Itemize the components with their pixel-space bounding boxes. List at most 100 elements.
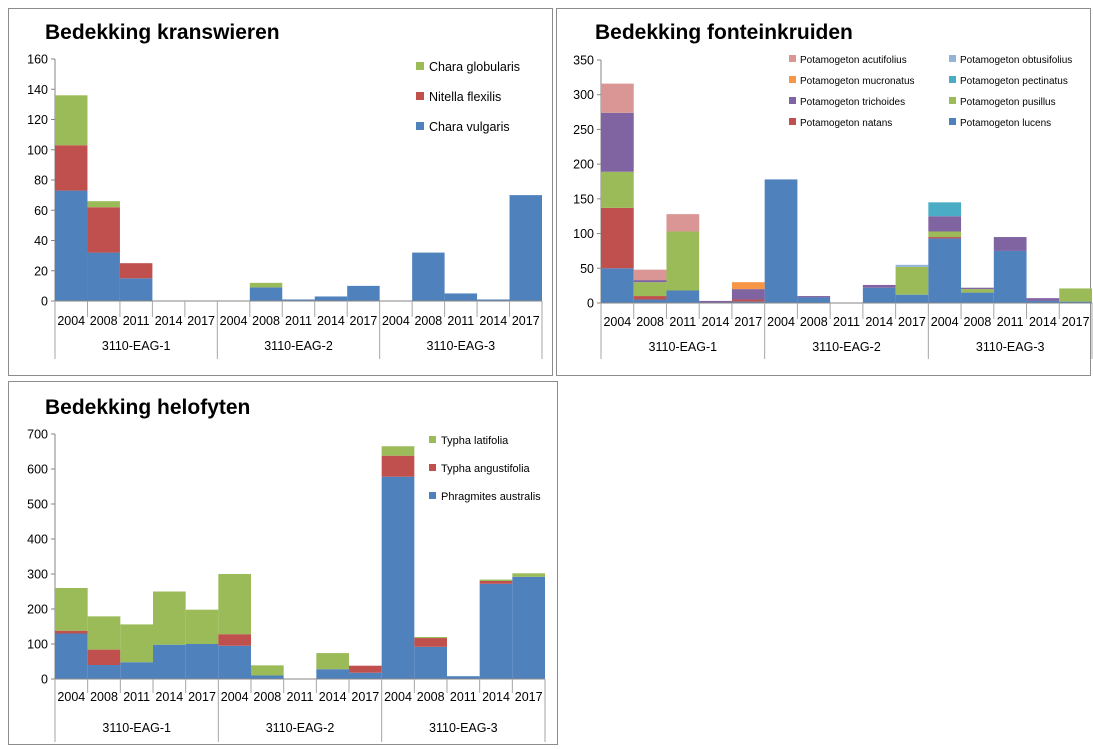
x-tick-label: 2008 — [964, 315, 992, 329]
bar-segment-potamogeton-lucens — [601, 268, 634, 303]
legend-swatch — [949, 118, 956, 125]
x-tick-label: 2011 — [123, 690, 150, 704]
legend-swatch — [949, 97, 956, 104]
x-tick-label: 2017 — [187, 314, 215, 328]
y-tick-label: 100 — [27, 638, 48, 652]
bar-segment-typha-latifolia — [218, 574, 251, 635]
chart-helofyten: 0 100 200 300 400 500 600 700 2004 2008 2011 2014 20… — [27, 428, 546, 742]
bar-segment-typha-latifolia — [55, 588, 88, 631]
bar-segment-potamogeton-lucens — [961, 292, 994, 303]
bar-segment-potamogeton-acutifolius — [666, 214, 700, 232]
bar-segment-potamogeton-trichoides — [862, 284, 896, 288]
bar-segment-typha-latifolia — [153, 591, 186, 645]
bar-segment-phragmites-australis — [55, 633, 88, 679]
x-tick-label: 2011 — [997, 315, 1024, 329]
chart-kranswieren: 0 20 40 60 80 100 120 140 160 2004 2008 2011 2014 201… — [27, 53, 543, 359]
y-tick-label: 200 — [27, 603, 48, 617]
bar-segment-potamogeton-acutifolius — [633, 269, 667, 281]
bar-segment-chara-globularis — [87, 201, 120, 208]
bar-segment-potamogeton-lucens — [764, 179, 798, 303]
x-tick-label: 2008 — [90, 690, 118, 704]
x-tick-label: 2004 — [57, 314, 85, 328]
bar-segment-phragmites-australis — [251, 675, 284, 679]
x-tick-label: 2004 — [220, 314, 248, 328]
group-label: 3110-EAG-2 — [266, 721, 335, 735]
y-tick-label: 500 — [27, 498, 48, 512]
x-tick-label: 2014 — [319, 690, 347, 704]
x-tick-label: 2011 — [450, 690, 477, 704]
bar-segment-phragmites-australis — [479, 583, 513, 679]
legend-label: Potamogeton natans — [800, 118, 892, 129]
bar-segment-chara-vulgaris — [347, 285, 380, 301]
group-label: 3110-EAG-1 — [102, 721, 171, 735]
y-tick-label: 0 — [587, 297, 594, 311]
bar-segment-chara-vulgaris — [412, 252, 445, 301]
y-tick-label: 150 — [573, 192, 594, 206]
legend-label: Potamogeton obtusifolius — [960, 55, 1072, 66]
bar-segment-typha-latifolia — [185, 609, 219, 644]
chart-panel-fonteinkruiden: Bedekking fonteinkruiden 0 50 100 150 200 250… — [556, 8, 1093, 376]
x-tick-label: 2011 — [285, 314, 312, 328]
legend-label: Chara vulgaris — [429, 120, 510, 134]
bar-segment-typha-latifolia — [414, 637, 447, 639]
group-label: 3110-EAG-3 — [429, 721, 498, 735]
bar-segment-chara-vulgaris — [55, 190, 88, 301]
y-tick-label: 80 — [34, 174, 48, 188]
bar-segment-potamogeton-pectinatus — [928, 202, 962, 217]
bar-segment-phragmites-australis — [381, 476, 415, 679]
legend-label: Potamogeton trichoides — [800, 97, 905, 108]
bar-segment-phragmites-australis — [87, 665, 121, 679]
x-tick-label: 2008 — [253, 690, 281, 704]
bar-segment-potamogeton-obtusifolius — [895, 264, 929, 267]
bar-segment-typha-angustifolia — [381, 455, 415, 477]
legend-swatch — [789, 118, 796, 125]
bar-segment-typha-latifolia — [316, 653, 349, 670]
x-tick-label: 2014 — [702, 315, 730, 329]
legend-label: Potamogeton acutifolius — [800, 55, 907, 66]
bar-segment-chara-vulgaris — [314, 296, 348, 301]
x-tick-label: 2004 — [384, 690, 412, 704]
x-tick-label: 2017 — [351, 690, 379, 704]
bar-segment-potamogeton-trichoides — [633, 280, 667, 283]
bar-segment-potamogeton-trichoides — [797, 296, 831, 298]
bar-segment-phragmites-australis — [349, 672, 382, 679]
legend-swatch — [429, 464, 436, 471]
bar-segment-potamogeton-lucens — [862, 287, 896, 303]
legend-swatch — [429, 492, 436, 499]
bar-segment-potamogeton-pusillus — [666, 231, 700, 291]
x-tick-label: 2014 — [482, 690, 510, 704]
legend-label: Typha latifolia — [441, 435, 509, 447]
bar-segment-potamogeton-pusillus — [895, 266, 929, 295]
legend-label: Phragmites australis — [441, 491, 541, 503]
bar-segment-typha-angustifolia — [218, 634, 251, 646]
x-tick-label: 2017 — [515, 690, 543, 704]
bar-segment-potamogeton-natans — [731, 299, 765, 302]
bar-segment-potamogeton-pusillus — [961, 289, 994, 293]
legend-swatch — [949, 55, 956, 62]
bar-segment-phragmites-australis — [512, 576, 545, 679]
chart-title: Bedekking kranswieren — [45, 21, 280, 44]
x-tick-label: 2014 — [155, 314, 183, 328]
bar-segment-potamogeton-trichoides — [731, 289, 765, 300]
bar-segment-potamogeton-pusillus — [1059, 288, 1092, 302]
y-tick-label: 0 — [41, 673, 48, 687]
legend-label: Chara globularis — [429, 60, 520, 74]
bar-segment-phragmites-australis — [316, 669, 349, 679]
y-tick-label: 120 — [27, 113, 48, 127]
x-tick-label: 2014 — [479, 314, 507, 328]
bar-segment-chara-globularis — [55, 95, 88, 146]
x-tick-label: 2004 — [767, 315, 795, 329]
bar-segment-potamogeton-natans — [633, 296, 667, 300]
y-tick-label: 160 — [27, 53, 48, 67]
group-label: 3110-EAG-3 — [976, 340, 1045, 354]
x-tick-label: 2017 — [350, 314, 378, 328]
y-tick-label: 350 — [573, 54, 594, 68]
bar-segment-potamogeton-pusillus — [633, 282, 667, 297]
x-tick-label: 2017 — [898, 315, 926, 329]
bar-segment-chara-vulgaris — [249, 287, 283, 301]
y-tick-label: 300 — [573, 88, 594, 102]
bar-segment-phragmites-australis — [218, 645, 251, 679]
legend-label: Potamogeton pectinatus — [960, 76, 1068, 87]
bar-segment-typha-latifolia — [120, 624, 153, 663]
x-tick-label: 2008 — [252, 314, 280, 328]
